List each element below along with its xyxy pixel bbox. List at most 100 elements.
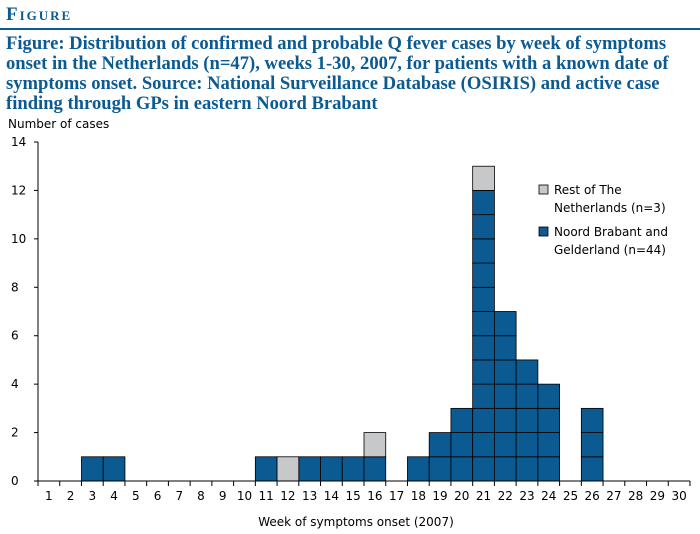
bar-segment-noord-brabant-gelderland (537, 407, 560, 433)
bar-segment-noord-brabant-gelderland (493, 311, 517, 337)
x-tick-label: 11 (259, 489, 274, 503)
x-tick-label: 23 (519, 489, 534, 503)
legend-label: Noord Brabant and (554, 225, 668, 239)
x-tick-label: 6 (154, 489, 162, 503)
bars (81, 165, 604, 482)
y-tick-label: 0 (11, 474, 19, 488)
bar-segment-noord-brabant-gelderland (472, 456, 495, 482)
bar-segment-noord-brabant-gelderland (472, 432, 495, 458)
bar-segment-noord-brabant-gelderland (472, 335, 495, 361)
y-axis: 0 2 4 6 8 10 12 14 (11, 135, 39, 488)
bar-segment-noord-brabant-gelderland (493, 407, 517, 433)
bar-segment-noord-brabant-gelderland (493, 432, 517, 458)
x-tick-label: 20 (454, 489, 469, 503)
bar-segment-noord-brabant-gelderland (472, 311, 495, 337)
bar-segment-noord-brabant-gelderland (515, 359, 539, 385)
x-tick-label: 5 (132, 489, 140, 503)
header-divider (0, 28, 700, 30)
bar-segment-rest-of-netherlands (472, 165, 495, 191)
figure-title: Figure: Distribution of confirmed and pr… (6, 33, 669, 114)
x-tick-label: 24 (541, 489, 556, 503)
x-tick-label: 1 (45, 489, 53, 503)
bar-segment-noord-brabant-gelderland (428, 432, 452, 458)
x-tick-label: 13 (302, 489, 317, 503)
y-tick-label: 14 (11, 135, 26, 149)
y-axis-label: Number of cases (8, 117, 109, 131)
bar-segment-noord-brabant-gelderland (472, 407, 495, 433)
bar-segment-noord-brabant-gelderland (493, 456, 517, 482)
x-tick-label: 21 (476, 489, 491, 503)
figure-header-label: Figure (6, 4, 73, 25)
x-tick-label: 16 (367, 489, 382, 503)
legend-swatch (538, 226, 549, 237)
bar-segment-noord-brabant-gelderland (472, 262, 495, 288)
bar-segment-noord-brabant-gelderland (472, 238, 495, 264)
x-tick-label: 17 (389, 489, 404, 503)
bar-segment-noord-brabant-gelderland (493, 383, 517, 409)
x-tick-label: 28 (628, 489, 643, 503)
bar-segment-noord-brabant-gelderland (341, 456, 365, 482)
x-axis: 1 2 3 4 5 6 7 8 9 10 11 12 13 14 15 16 17 18 19 20 21 22 23 24 2… (37, 480, 691, 503)
x-tick-label: 8 (197, 489, 205, 503)
x-tick-label: 19 (432, 489, 447, 503)
bar-segment-noord-brabant-gelderland (472, 286, 495, 312)
bar-segment-noord-brabant-gelderland (515, 456, 539, 482)
x-axis-label: Week of symptoms onset (2007) (258, 515, 454, 529)
bar-segment-noord-brabant-gelderland (450, 456, 474, 482)
bar-segment-noord-brabant-gelderland (515, 383, 539, 409)
bar-segment-rest-of-netherlands (276, 456, 300, 482)
x-tick-label: 4 (110, 489, 118, 503)
bar-segment-noord-brabant-gelderland (363, 456, 387, 482)
y-tick-label: 2 (11, 426, 19, 440)
bar-segment-noord-brabant-gelderland (450, 432, 474, 458)
bar-segment-noord-brabant-gelderland (537, 456, 560, 482)
bar-segment-noord-brabant-gelderland (580, 432, 604, 458)
x-tick-label: 7 (175, 489, 183, 503)
bar-segment-noord-brabant-gelderland (580, 456, 604, 482)
legend-label: Rest of The (554, 183, 622, 197)
x-tick-label: 3 (89, 489, 97, 503)
bar-segment-noord-brabant-gelderland (102, 456, 126, 482)
bar-segment-noord-brabant-gelderland (537, 432, 560, 458)
x-tick-label: 29 (650, 489, 665, 503)
legend: Rest of The Netherlands (n=3) Noord Braban… (538, 183, 668, 257)
x-tick-label: 27 (606, 489, 621, 503)
bar-segment-noord-brabant-gelderland (472, 214, 495, 240)
bar-segment-noord-brabant-gelderland (428, 456, 452, 482)
bar-segment-noord-brabant-gelderland (472, 383, 495, 409)
y-tick-label: 8 (11, 280, 19, 294)
y-tick-label: 4 (11, 377, 19, 391)
bar-segment-noord-brabant-gelderland (493, 335, 517, 361)
legend-label: Netherlands (n=3) (554, 201, 666, 215)
bar-segment-noord-brabant-gelderland (515, 407, 539, 433)
x-tick-label: 10 (237, 489, 252, 503)
bar-segment-noord-brabant-gelderland (515, 432, 539, 458)
bar-segment-noord-brabant-gelderland (298, 456, 321, 482)
x-tick-label: 14 (324, 489, 339, 503)
legend-label: Gelderland (n=44) (554, 243, 666, 257)
bar-segment-noord-brabant-gelderland (320, 456, 343, 482)
x-tick-label: 9 (219, 489, 227, 503)
y-tick-label: 12 (11, 183, 26, 197)
bar-segment-noord-brabant-gelderland (407, 456, 430, 482)
legend-swatch (538, 184, 549, 195)
x-tick-label: 18 (411, 489, 426, 503)
x-tick-label: 15 (345, 489, 360, 503)
x-tick-label: 12 (280, 489, 295, 503)
bar-segment-rest-of-netherlands (363, 432, 387, 458)
bar-segment-noord-brabant-gelderland (493, 359, 517, 385)
x-tick-label: 30 (671, 489, 686, 503)
x-tick-label: 25 (563, 489, 578, 503)
bar-segment-noord-brabant-gelderland (537, 383, 560, 409)
y-tick-label: 10 (11, 232, 26, 246)
x-tick-label: 2 (67, 489, 75, 503)
bar-segment-noord-brabant-gelderland (254, 456, 278, 482)
bar-segment-noord-brabant-gelderland (580, 407, 604, 433)
bar-segment-noord-brabant-gelderland (472, 190, 495, 216)
x-tick-label: 26 (585, 489, 600, 503)
bar-segment-noord-brabant-gelderland (472, 359, 495, 385)
x-tick-label: 22 (498, 489, 513, 503)
y-tick-label: 6 (11, 329, 19, 343)
bar-segment-noord-brabant-gelderland (81, 456, 104, 482)
